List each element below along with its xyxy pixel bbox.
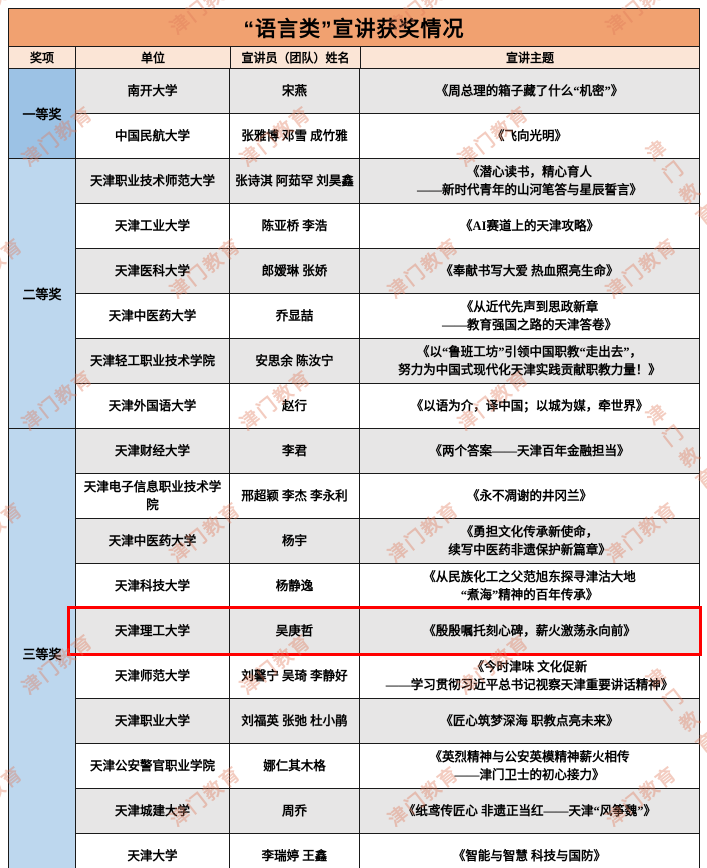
presenters-cell: 郎嫒琳 张娇 [230, 249, 360, 293]
presenters-cell: 李瑞婷 王鑫 [230, 834, 360, 868]
topic-cell: 《飞向光明》 [491, 128, 567, 143]
presenters-cell: 乔显喆 [230, 294, 360, 338]
table-row: 天津公安警官职业学院 娜仁其木格 《英烈精神与公安英模精神薪火相传 ——津门卫士… [76, 744, 699, 789]
table-row: 天津城建大学 周乔 《纸鸢传匠心 非遗正当红——天津“风筝魏”》 [76, 789, 699, 834]
table-row: 中国民航大学 张雅博 邓雪 成竹雅 《飞向光明》 [76, 114, 699, 158]
unit-cell: 天津理工大学 [76, 609, 230, 653]
table-row: 天津大学 李瑞婷 王鑫 《智能与智慧 科技与国防》 [76, 834, 699, 868]
unit-cell: 天津外国语大学 [76, 384, 230, 428]
presenters-cell: 杨静逸 [230, 564, 360, 608]
table-row: 南开大学 宋燕 《周总理的箱子藏了什么“机密”》 [76, 69, 699, 114]
column-header-unit: 单位 [76, 47, 231, 68]
topic-cell: 《智能与智慧 科技与国防》 [452, 848, 607, 863]
unit-cell: 天津财经大学 [76, 429, 230, 473]
table-body: 一等奖 南开大学 宋燕 《周总理的箱子藏了什么“机密”》 中国民航大学 张雅博 … [9, 69, 702, 868]
topic-cell: 《纸鸢传匠心 非遗正当红——天津“风筝魏”》 [402, 803, 657, 818]
table-row: 天津电子信息职业技术学院 邢超颖 李杰 李永利 《永不凋谢的井冈兰》 [76, 474, 699, 519]
unit-cell: 天津职业技术师范大学 [76, 159, 230, 203]
unit-cell: 天津师范大学 [76, 654, 230, 698]
table-row: 天津科技大学 杨静逸 《从民族化工之父范旭东探寻津沽大地 “煮海”精神的百年传承… [76, 564, 699, 609]
unit-cell: 中国民航大学 [76, 114, 230, 158]
topic-cell: 《周总理的箱子藏了什么“机密”》 [435, 83, 624, 98]
award-cell: 三等奖 [9, 429, 76, 868]
unit-cell: 天津工业大学 [76, 204, 230, 248]
unit-cell: 天津轻工职业技术学院 [76, 339, 230, 383]
topic-cell: 《奉献书写大爱 热血照亮生命》 [440, 263, 619, 278]
award-cell: 一等奖 [9, 69, 76, 158]
unit-cell: 南开大学 [76, 69, 230, 113]
group-rows: 天津财经大学 李君 《两个答案——天津百年金融担当》 天津电子信息职业技术学院 … [67, 429, 702, 868]
presenters-cell: 赵行 [230, 384, 360, 428]
group-rows: 天津职业技术师范大学 张诗淇 阿茹罕 刘昊鑫 《潜心读书，精心育人 ——新时代青… [76, 159, 699, 428]
column-header-topic: 宣讲主题 [505, 51, 554, 65]
group-rows: 南开大学 宋燕 《周总理的箱子藏了什么“机密”》 中国民航大学 张雅博 邓雪 成… [76, 69, 699, 158]
award-group: 一等奖 南开大学 宋燕 《周总理的箱子藏了什么“机密”》 中国民航大学 张雅博 … [9, 69, 699, 159]
topic-cell: 《从近代先声到思政新章 ——教育强国之路的天津答卷》 [441, 299, 617, 332]
unit-cell: 天津职业大学 [76, 699, 230, 743]
presenters-cell: 张雅博 邓雪 成竹雅 [230, 114, 360, 158]
table-row: 天津师范大学 刘馨宁 吴琦 李静好 《今时津味 文化促新 ——学习贯彻习近平总书… [76, 654, 699, 699]
column-header-presenters: 宣讲员（团队）姓名 [231, 47, 361, 68]
topic-cell: 《匠心筑梦深海 职教点亮未来》 [440, 713, 619, 728]
topic-cell: 《以语为介，译中国；以城为媒，牵世界》 [410, 398, 649, 413]
presenters-cell: 杨宇 [230, 519, 360, 563]
topic-cell: 《殷殷嘱托刻心碑，薪火激荡永向前》 [423, 623, 636, 638]
page-title: “语言类”宣讲获奖情况 [9, 9, 699, 47]
topic-cell: 《潜心读书，精心育人 ——新时代青年的山河笔答与星辰誓言》 [416, 164, 642, 197]
presenters-cell: 周乔 [230, 789, 360, 833]
table-row: 天津轻工职业技术学院 安思余 陈汝宁 《以“鲁班工坊”引领中国职教“走出去”， … [76, 339, 699, 384]
topic-cell: 《英烈精神与公安英模精神薪火相传 ——津门卫士的初心接力》 [429, 749, 630, 782]
table-row: 天津财经大学 李君 《两个答案——天津百年金融担当》 [76, 429, 699, 474]
table-header-row: 奖项 单位 宣讲员（团队）姓名 宣讲主题 [9, 47, 699, 69]
presenters-cell: 娜仁其木格 [230, 744, 360, 788]
presenters-cell: 邢超颖 李杰 李永利 [230, 474, 360, 518]
table-row: 天津外国语大学 赵行 《以语为介，译中国；以城为媒，牵世界》 [76, 384, 699, 428]
topic-cell: 《永不凋谢的井冈兰》 [466, 488, 592, 503]
table-row: 天津理工大学 吴庚哲 《殷殷嘱托刻心碑，薪火激荡永向前》 [67, 606, 702, 656]
topic-cell: 《AI赛道上的天津攻略》 [460, 218, 599, 233]
presenters-cell: 安思余 陈汝宁 [230, 339, 360, 383]
presenters-cell: 刘福英 张弛 杜小鹃 [230, 699, 360, 743]
unit-cell: 天津电子信息职业技术学院 [76, 474, 230, 518]
column-header-award: 奖项 [9, 47, 76, 68]
table-row: 天津中医药大学 杨宇 《勇担文化传承新使命， 续写中医药非遗保护新篇章》 [76, 519, 699, 564]
presenters-cell: 吴庚哲 [230, 609, 360, 653]
presenters-cell: 陈亚桥 李浩 [230, 204, 360, 248]
table-row: 天津医科大学 郎嫒琳 张娇 《奉献书写大爱 热血照亮生命》 [76, 249, 699, 294]
table-row: 天津职业大学 刘福英 张弛 杜小鹃 《匠心筑梦深海 职教点亮未来》 [76, 699, 699, 744]
table-row: 天津工业大学 陈亚桥 李浩 《AI赛道上的天津攻略》 [76, 204, 699, 249]
unit-cell: 天津中医药大学 [76, 294, 230, 338]
unit-cell: 天津科技大学 [76, 564, 230, 608]
unit-cell: 天津城建大学 [76, 789, 230, 833]
presenters-cell: 李君 [230, 429, 360, 473]
table-row: 天津中医药大学 乔显喆 《从近代先声到思政新章 ——教育强国之路的天津答卷》 [76, 294, 699, 339]
unit-cell: 天津大学 [76, 834, 230, 868]
award-cell: 二等奖 [9, 159, 76, 428]
unit-cell: 天津公安警官职业学院 [76, 744, 230, 788]
topic-cell: 《从民族化工之父范旭东探寻津沽大地 “煮海”精神的百年传承》 [423, 569, 636, 602]
award-group: 三等奖 天津财经大学 李君 《两个答案——天津百年金融担当》 天津电子信息职业技… [9, 429, 702, 868]
unit-cell: 天津中医药大学 [76, 519, 230, 563]
presenters-cell: 张诗淇 阿茹罕 刘昊鑫 [230, 159, 360, 203]
topic-cell: 《以“鲁班工坊”引领中国职教“走出去”， 努力为中国式现代化天津实践贡献职教力量… [398, 344, 661, 377]
award-group: 二等奖 天津职业技术师范大学 张诗淇 阿茹罕 刘昊鑫 《潜心读书，精心育人 ——… [9, 159, 699, 429]
topic-cell: 《今时津味 文化促新 ——学习贯彻习近平总书记视察天津重要讲话精神》 [385, 659, 674, 692]
unit-cell: 天津医科大学 [76, 249, 230, 293]
presenters-cell: 宋燕 [230, 69, 360, 113]
topic-cell: 《勇担文化传承新使命， 续写中医药非遗保护新篇章》 [448, 524, 611, 557]
table-row: 天津职业技术师范大学 张诗淇 阿茹罕 刘昊鑫 《潜心读书，精心育人 ——新时代青… [76, 159, 699, 204]
presenters-cell: 刘馨宁 吴琦 李静好 [230, 654, 360, 698]
awards-table: “语言类”宣讲获奖情况 奖项 单位 宣讲员（团队）姓名 宣讲主题 一等奖 南开大… [8, 8, 702, 868]
topic-cell: 《两个答案——天津百年金融担当》 [429, 443, 630, 458]
